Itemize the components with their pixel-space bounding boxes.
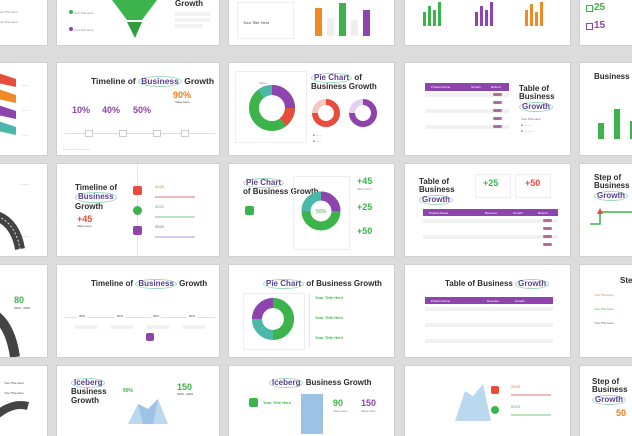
slide-r4c3[interactable]: Pie Chart of Business Growth Your Title … [229, 265, 394, 357]
table-body [425, 93, 509, 133]
table-header: Product Name Revenue Growth [425, 297, 553, 304]
slide-title: Business M [594, 72, 632, 81]
slide-r2c3[interactable]: Sales Pie Chart of Business Growth ■ —— ■… [229, 63, 394, 155]
table-header: Product Name Revenue Growth Refund [423, 209, 558, 216]
slide-r1c1[interactable]: Your Title Here Your Title Here [0, 0, 47, 45]
stat-90: 90% [173, 90, 192, 100]
slide-title: Iceberg Business Growth [269, 378, 372, 389]
road-graphic [0, 211, 25, 251]
chart-icon [133, 186, 142, 195]
slide-r5c5[interactable]: Step of Business Growth 50 [580, 366, 632, 436]
iceberg-graphic [128, 399, 168, 424]
slide-title: Timeline of Business Growth [91, 279, 208, 290]
slide-r1c3[interactable]: Your Title Here [229, 0, 394, 45]
slide-title: Step of Business Growth [592, 377, 628, 406]
timeline-axis [65, 317, 215, 318]
document-icon [133, 226, 142, 235]
slide-r2c2[interactable]: Timeline of Business Growth 90% Value He… [57, 63, 219, 155]
slide-title: Step of Business Growth [594, 173, 630, 202]
checkbox-icon [586, 23, 593, 30]
step-graphic [590, 208, 632, 225]
slide-r2c5[interactable]: Business M [580, 63, 632, 155]
slide-r5c4[interactable]: 2025 2023 [405, 366, 570, 436]
slide-title: Ste [620, 276, 632, 285]
slide-r4c1[interactable]: 80 2000 - 2025 [0, 265, 47, 357]
slide-r3c4[interactable]: Table of Business Growth +25 +50 Product N… [405, 164, 570, 256]
slide-title: Timeline of Business Growth [91, 76, 215, 87]
slide-r5c3[interactable]: Iceberg Business Growth Your Title Here … [229, 366, 394, 436]
donut-chart [249, 85, 295, 131]
mini-donuts [312, 99, 377, 127]
stat-green: 25 [594, 2, 606, 13]
slide-r5c2[interactable]: Iceberg Business Growth 90% 150 2000 - 202… [57, 366, 219, 436]
slide-title: Table of Business Growth [419, 177, 455, 206]
road-graphic [0, 312, 20, 357]
clock-icon [491, 406, 499, 414]
slide-title: Growth [175, 0, 203, 8]
bar-chart [315, 3, 370, 36]
user-icon [146, 333, 154, 341]
chart-icon [491, 386, 499, 394]
slide-r1c2[interactable]: Your Title Here Your Title Here Growth [57, 0, 219, 45]
bar-chart-group [423, 2, 543, 26]
road-graphic [0, 401, 30, 418]
slide-title: Pie Chart of Business Growth [243, 178, 319, 197]
slide-r3c2[interactable]: Timeline of Business Growth +45 Value Here… [57, 164, 219, 256]
slide-title: Table of Business Growth [519, 84, 555, 113]
slide-title: Pie Chart of Business Growth [263, 279, 382, 290]
slide-r3c1[interactable]: ——— ——— [0, 164, 47, 256]
timeline-axis [65, 133, 215, 134]
slide-title: Pie Chart of Business Growth [311, 73, 377, 92]
slide-r1c4[interactable] [405, 0, 570, 45]
slide-r5c1[interactable]: Your Title Here Your Title Here [0, 366, 47, 436]
app-icon [245, 206, 254, 215]
table-body [423, 219, 558, 249]
svg-text:50%: 50% [316, 209, 327, 215]
ribbon-steps [0, 73, 16, 135]
chart-icon [249, 398, 258, 407]
table-body [425, 307, 553, 349]
stat-purple: 15 [594, 20, 606, 31]
slide-r2c4[interactable]: Product Name Growth Refund Table of Busin… [405, 63, 570, 155]
table-header: Product Name Growth Refund [425, 83, 509, 91]
checkbox-icon [586, 5, 593, 12]
donut-chart [252, 298, 295, 340]
slide-r2c1[interactable]: —— —— —— [0, 63, 47, 155]
iceberg-graphic [455, 384, 491, 421]
slide-r3c3[interactable]: Pie Chart of Business Growth 50% +45 Valu… [229, 164, 394, 256]
slide-title: Table of Business Growth [445, 279, 550, 290]
slide-r1c5[interactable]: 25 15 [580, 0, 632, 45]
donut-chart: 50% [301, 191, 341, 231]
slide-r4c4[interactable]: Table of Business Growth Product Name Re… [405, 265, 570, 357]
funnel-graphic [112, 0, 157, 38]
bar-chart [598, 109, 632, 139]
slide-title: Timeline of Business Growth [75, 183, 118, 211]
slide-r4c2[interactable]: Timeline of Business Growth 30% 60% 35% … [57, 265, 219, 357]
slide-r4c5[interactable]: Ste Your Title Here Your Title Here Your… [580, 265, 632, 357]
slide-r3c5[interactable]: Step of Business Growth [580, 164, 632, 256]
clock-icon [133, 206, 142, 215]
slide-title: Iceberg Business Growth [71, 378, 107, 405]
